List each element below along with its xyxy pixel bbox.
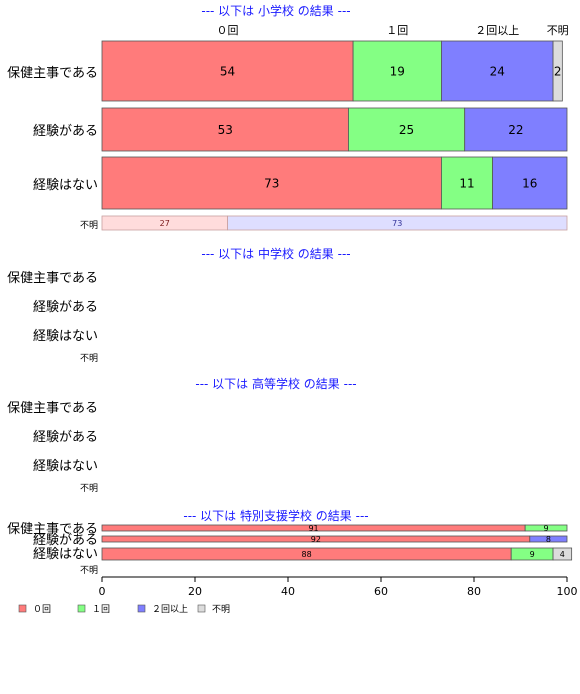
- row-label: 経験がある: [33, 430, 98, 445]
- row-label: 経験はない: [33, 547, 98, 562]
- data-label: 9: [530, 550, 535, 559]
- data-label: 16: [522, 176, 537, 190]
- row-label: 不明: [80, 220, 98, 231]
- x-tick-label: 100: [557, 585, 578, 598]
- x-tick-label: 20: [188, 585, 202, 598]
- bar-segment: [524, 524, 568, 532]
- row-label: 保健主事である: [7, 522, 98, 537]
- x-tick-label: 60: [374, 585, 388, 598]
- bar-segment: [552, 547, 573, 561]
- bar-segment: [529, 535, 568, 543]
- x-tick-label: 80: [467, 585, 481, 598]
- data-label: 73: [392, 219, 402, 228]
- data-label: 53: [218, 123, 233, 137]
- header-label: １回: [386, 24, 408, 37]
- data-label: 92: [311, 535, 321, 544]
- panel-title: --- 以下は 中学校 の結果 ---: [201, 246, 350, 261]
- legend-label: ０回: [33, 604, 51, 615]
- bar-segment: [552, 40, 563, 102]
- legend-swatch: [137, 604, 146, 613]
- row-label: 経験はない: [33, 329, 98, 344]
- bar-segment: [101, 40, 354, 102]
- data-label: 8: [546, 535, 551, 544]
- bar-segment: [441, 40, 554, 102]
- data-label: 24: [490, 64, 505, 78]
- row-label: 保健主事である: [7, 66, 98, 81]
- row-label: 不明: [80, 483, 98, 494]
- data-label: 88: [302, 550, 312, 559]
- header-label: ２回以上: [475, 24, 519, 37]
- row-label: 経験がある: [33, 300, 98, 315]
- row-label: 経験はない: [33, 178, 98, 193]
- row-label: 経験がある: [33, 124, 98, 139]
- row-label: 経験はない: [33, 459, 98, 474]
- legend-swatch: [197, 604, 206, 613]
- data-label: 11: [459, 176, 474, 190]
- x-tick-label: 0: [99, 585, 106, 598]
- data-label: 73: [264, 176, 279, 190]
- data-label: 19: [390, 64, 405, 78]
- row-label: 不明: [80, 353, 98, 364]
- legend-swatch: [77, 604, 86, 613]
- data-label: 54: [220, 64, 235, 78]
- legend-label: １回: [92, 604, 110, 615]
- data-label: 25: [399, 123, 414, 137]
- row-label: 保健主事である: [7, 271, 98, 286]
- bar-segment: [348, 107, 466, 152]
- panel-title: --- 以下は 高等学校 の結果 ---: [195, 376, 356, 391]
- data-label: 4: [560, 550, 565, 559]
- row-label: 不明: [80, 565, 98, 576]
- data-label: 22: [508, 123, 523, 137]
- legend-label: ２回以上: [152, 604, 188, 615]
- header-label: ０回: [217, 24, 239, 37]
- bar-segment: [101, 156, 442, 210]
- legend-swatch: [18, 604, 27, 613]
- legend-label: 不明: [212, 604, 230, 615]
- x-tick-label: 40: [281, 585, 295, 598]
- bar-segment: [464, 107, 568, 152]
- bar-segment: [352, 40, 442, 102]
- data-label: 2: [554, 64, 562, 78]
- data-label: 9: [544, 524, 549, 533]
- row-label: 保健主事である: [7, 401, 98, 416]
- panel-title: --- 以下は 特別支援学校 の結果 ---: [183, 508, 368, 523]
- panel-title: --- 以下は 小学校 の結果 ---: [201, 3, 350, 18]
- data-label: 91: [308, 524, 318, 533]
- row-label: 経験がある: [33, 533, 98, 548]
- bar-segment: [492, 156, 568, 210]
- header-label: 不明: [547, 24, 569, 37]
- data-label: 27: [160, 219, 170, 228]
- bar-segment: [227, 215, 568, 231]
- bar-segment: [441, 156, 494, 210]
